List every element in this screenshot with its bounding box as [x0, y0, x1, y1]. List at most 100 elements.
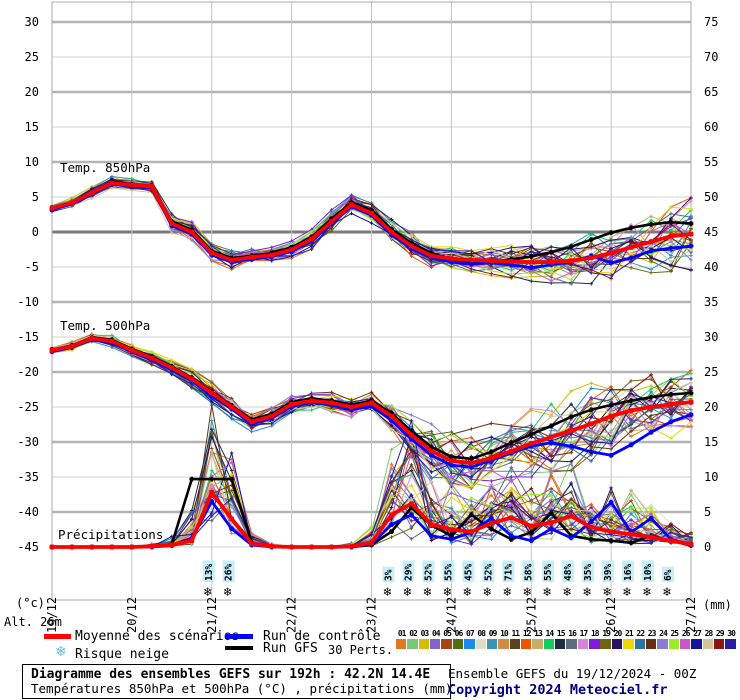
svg-text:3%: 3% — [383, 569, 394, 581]
pert-cell: 12 — [520, 629, 532, 649]
pert-cell: 24 — [657, 629, 668, 649]
svg-text:Temp. 850hPa: Temp. 850hPa — [60, 160, 150, 175]
svg-text:-40: -40 — [17, 505, 39, 519]
svg-text:5: 5 — [704, 505, 711, 519]
svg-text:75: 75 — [704, 15, 718, 29]
pert-number: 28 — [704, 629, 714, 638]
pert-color-swatch — [725, 639, 736, 649]
pert-number: 10 — [500, 629, 509, 638]
pert-color-swatch — [396, 639, 407, 649]
pert-color-swatch — [714, 639, 725, 649]
pert-number: 16 — [568, 629, 577, 638]
run-info-label: Ensemble GEFS du 19/12/2024 - 00Z — [448, 666, 697, 681]
svg-text:(mm): (mm) — [703, 598, 732, 612]
svg-text:35%: 35% — [583, 564, 594, 581]
pert-cell: 17 — [577, 629, 589, 649]
pert-color-swatch — [418, 639, 430, 649]
svg-text:60: 60 — [704, 120, 718, 134]
gfs-line-swatch — [225, 646, 253, 650]
pert-cell: 04 — [430, 629, 441, 649]
svg-text:13%: 13% — [204, 564, 215, 581]
svg-text:-20: -20 — [17, 365, 39, 379]
svg-text:23/12: 23/12 — [365, 597, 379, 633]
pert-cell: 21 — [623, 629, 634, 649]
svg-text:❄: ❄ — [542, 585, 551, 600]
svg-text:20: 20 — [25, 85, 39, 99]
pert-number: 17 — [579, 629, 589, 638]
svg-text:22/12: 22/12 — [285, 597, 299, 633]
svg-text:10: 10 — [25, 155, 39, 169]
legend-mean-label: Moyenne des scénarios — [75, 629, 240, 644]
pert-color-swatch — [532, 639, 543, 649]
pert-color-swatch — [566, 639, 577, 649]
svg-text:❄: ❄ — [662, 585, 671, 600]
pert-number: 07 — [466, 629, 475, 638]
pert-color-swatch — [657, 639, 668, 649]
pert-number: 08 — [477, 629, 486, 638]
pert-color-swatch — [611, 639, 623, 649]
pert-number: 29 — [715, 629, 725, 638]
pert-color-swatch — [702, 639, 714, 649]
svg-text:❄: ❄ — [462, 585, 471, 600]
svg-text:48%: 48% — [563, 564, 574, 581]
pert-color-swatch — [452, 639, 464, 649]
svg-text:❄: ❄ — [602, 585, 611, 600]
svg-text:19/12: 19/12 — [45, 597, 59, 633]
svg-text:❄: ❄ — [223, 585, 232, 600]
svg-text:-35: -35 — [17, 470, 39, 484]
svg-text:0: 0 — [704, 540, 711, 554]
ensemble-chart: 302520151050-5-10-15-20-25-30-35-40-4575… — [4, 1, 732, 633]
pert-number: 04 — [431, 629, 441, 638]
pert-cell: 01 — [396, 629, 407, 649]
pert-color-swatch — [623, 639, 634, 649]
pert-cell: 02 — [407, 629, 418, 649]
chart-title: Diagramme des ensembles GEFS sur 192h : … — [31, 667, 431, 682]
svg-text:-5: -5 — [25, 260, 39, 274]
pert-color-swatch — [543, 639, 555, 649]
pert-number: 23 — [647, 629, 657, 638]
svg-text:❄: ❄ — [622, 585, 631, 600]
svg-text:15: 15 — [704, 435, 718, 449]
pert-cell: 15 — [555, 629, 566, 649]
svg-text:20/12: 20/12 — [125, 597, 139, 633]
pert-color-swatch — [509, 639, 520, 649]
pert-color-swatch — [645, 639, 657, 649]
pert-cell: 28 — [702, 629, 714, 649]
svg-text:❄: ❄ — [383, 585, 392, 600]
svg-text:58%: 58% — [523, 564, 534, 581]
pert-cell: 11 — [509, 629, 521, 649]
snowflake-icon: ❄ — [55, 644, 67, 660]
pert-color-swatch — [679, 639, 691, 649]
pert-cell: 07 — [464, 629, 475, 649]
svg-text:0: 0 — [32, 225, 39, 239]
pert-number: 06 — [454, 629, 464, 638]
pert-number: 09 — [488, 629, 498, 638]
pert-number: 13 — [534, 629, 543, 638]
svg-text:30: 30 — [704, 330, 718, 344]
svg-text:Alt. 26m: Alt. 26m — [4, 615, 62, 629]
svg-text:52%: 52% — [423, 564, 434, 581]
pert-cell: 27 — [691, 629, 702, 649]
svg-text:❄: ❄ — [482, 585, 491, 600]
pert-color-swatch — [691, 639, 702, 649]
pert-number: 14 — [545, 629, 555, 638]
svg-text:71%: 71% — [503, 564, 514, 581]
pert-color-swatch — [600, 639, 611, 649]
pert-cell: 10 — [498, 629, 509, 649]
svg-text:27/12: 27/12 — [684, 597, 698, 633]
svg-text:6%: 6% — [663, 569, 674, 581]
pert-number: 02 — [409, 629, 418, 638]
pert-color-swatch — [577, 639, 589, 649]
svg-text:65: 65 — [704, 85, 718, 99]
svg-text:29%: 29% — [403, 564, 414, 581]
svg-text:❄: ❄ — [562, 585, 571, 600]
svg-text:❄: ❄ — [522, 585, 531, 600]
pert-cell: 22 — [634, 629, 646, 649]
pert-cell: 06 — [452, 629, 464, 649]
svg-text:24/12: 24/12 — [444, 597, 458, 633]
pert-cell: 23 — [645, 629, 657, 649]
svg-text:10%: 10% — [643, 564, 654, 581]
svg-text:35: 35 — [704, 295, 718, 309]
svg-text:❄: ❄ — [203, 585, 212, 600]
